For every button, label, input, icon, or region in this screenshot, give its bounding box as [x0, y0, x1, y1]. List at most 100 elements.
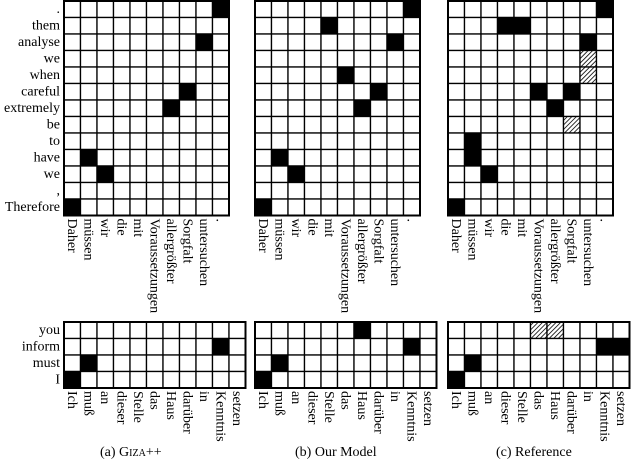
empty-cell: [254, 321, 273, 340]
empty-cell: [595, 321, 614, 340]
empty-cell: [112, 337, 131, 356]
empty-cell: [112, 33, 131, 52]
target-word-label: when: [30, 68, 60, 83]
empty-cell: [546, 198, 565, 217]
empty-cell: [480, 66, 499, 85]
empty-cell: [211, 99, 230, 118]
empty-cell: [419, 370, 438, 389]
empty-cell: [562, 49, 581, 68]
empty-cell: [402, 132, 421, 151]
empty-cell: [513, 148, 532, 167]
empty-cell: [336, 354, 355, 373]
empty-cell: [79, 49, 98, 68]
empty-cell: [579, 148, 598, 167]
empty-cell: [336, 99, 355, 118]
empty-cell: [496, 148, 515, 167]
empty-cell: [369, 148, 388, 167]
empty-cell: [496, 49, 515, 68]
empty-cell: [96, 0, 115, 19]
empty-cell: [463, 321, 482, 340]
empty-cell: [270, 16, 289, 35]
source-word-label: Stelle: [514, 391, 529, 423]
empty-cell: [96, 99, 115, 118]
empty-cell: [112, 354, 131, 373]
empty-cell: [162, 115, 181, 134]
empty-cell: [287, 0, 306, 19]
empty-cell: [546, 148, 565, 167]
empty-cell: [145, 198, 164, 217]
empty-cell: [579, 82, 598, 101]
empty-cell: [579, 115, 598, 134]
empty-cell: [96, 181, 115, 200]
empty-cell: [463, 33, 482, 52]
empty-cell: [211, 16, 230, 35]
target-word-label: extremely: [4, 101, 60, 116]
empty-cell: [480, 132, 499, 151]
source-word-label: Ich: [448, 391, 463, 409]
target-word-label: analyse: [18, 35, 60, 50]
empty-cell: [96, 66, 115, 85]
empty-cell: [353, 337, 372, 356]
matrix-border: [63, 0, 230, 217]
sure-alignment-cell: [579, 33, 598, 52]
empty-cell: [287, 321, 306, 340]
empty-cell: [112, 0, 131, 19]
sure-alignment-cell: [336, 66, 355, 85]
source-word-label: setzen: [229, 391, 244, 426]
empty-cell: [562, 66, 581, 85]
empty-cell: [145, 354, 164, 373]
target-word-label: them: [32, 19, 60, 34]
empty-cell: [254, 354, 273, 373]
empty-cell: [386, 181, 405, 200]
empty-cell: [145, 99, 164, 118]
source-word-label: das: [146, 391, 161, 410]
sure-alignment-cell: [463, 354, 482, 373]
source-word-label: Daher: [448, 219, 463, 254]
empty-cell: [63, 165, 82, 184]
empty-cell: [162, 354, 181, 373]
empty-cell: [178, 337, 197, 356]
empty-cell: [303, 0, 322, 19]
empty-cell: [195, 132, 214, 151]
empty-cell: [447, 181, 466, 200]
empty-cell: [513, 66, 532, 85]
source-word-label: Kenntnis: [403, 391, 418, 442]
empty-cell: [562, 99, 581, 118]
empty-cell: [112, 132, 131, 151]
empty-cell: [270, 33, 289, 52]
empty-cell: [63, 49, 82, 68]
empty-cell: [129, 321, 148, 340]
empty-cell: [112, 82, 131, 101]
caption-prefix: (c): [496, 445, 516, 460]
target-word-label: must: [33, 356, 60, 371]
source-word-label: an: [481, 391, 496, 404]
empty-cell: [529, 99, 548, 118]
empty-cell: [513, 115, 532, 134]
empty-cell: [320, 165, 339, 184]
empty-cell: [402, 66, 421, 85]
empty-cell: [463, 49, 482, 68]
caption-prefix: (b): [295, 445, 315, 460]
empty-cell: [595, 49, 614, 68]
empty-cell: [320, 49, 339, 68]
target-word-label: we: [44, 52, 60, 67]
source-word-label: Haus: [547, 391, 562, 420]
source-word-label: muß: [271, 391, 286, 416]
empty-cell: [195, 0, 214, 19]
empty-cell: [145, 165, 164, 184]
empty-cell: [303, 354, 322, 373]
empty-cell: [513, 181, 532, 200]
empty-cell: [270, 82, 289, 101]
empty-cell: [595, 16, 614, 35]
empty-cell: [447, 165, 466, 184]
source-word-label: die: [304, 219, 319, 236]
empty-cell: [562, 33, 581, 52]
empty-cell: [63, 148, 82, 167]
empty-cell: [63, 0, 82, 19]
empty-cell: [63, 66, 82, 85]
empty-cell: [546, 354, 565, 373]
empty-cell: [386, 99, 405, 118]
empty-cell: [513, 198, 532, 217]
empty-cell: [402, 99, 421, 118]
empty-cell: [386, 132, 405, 151]
